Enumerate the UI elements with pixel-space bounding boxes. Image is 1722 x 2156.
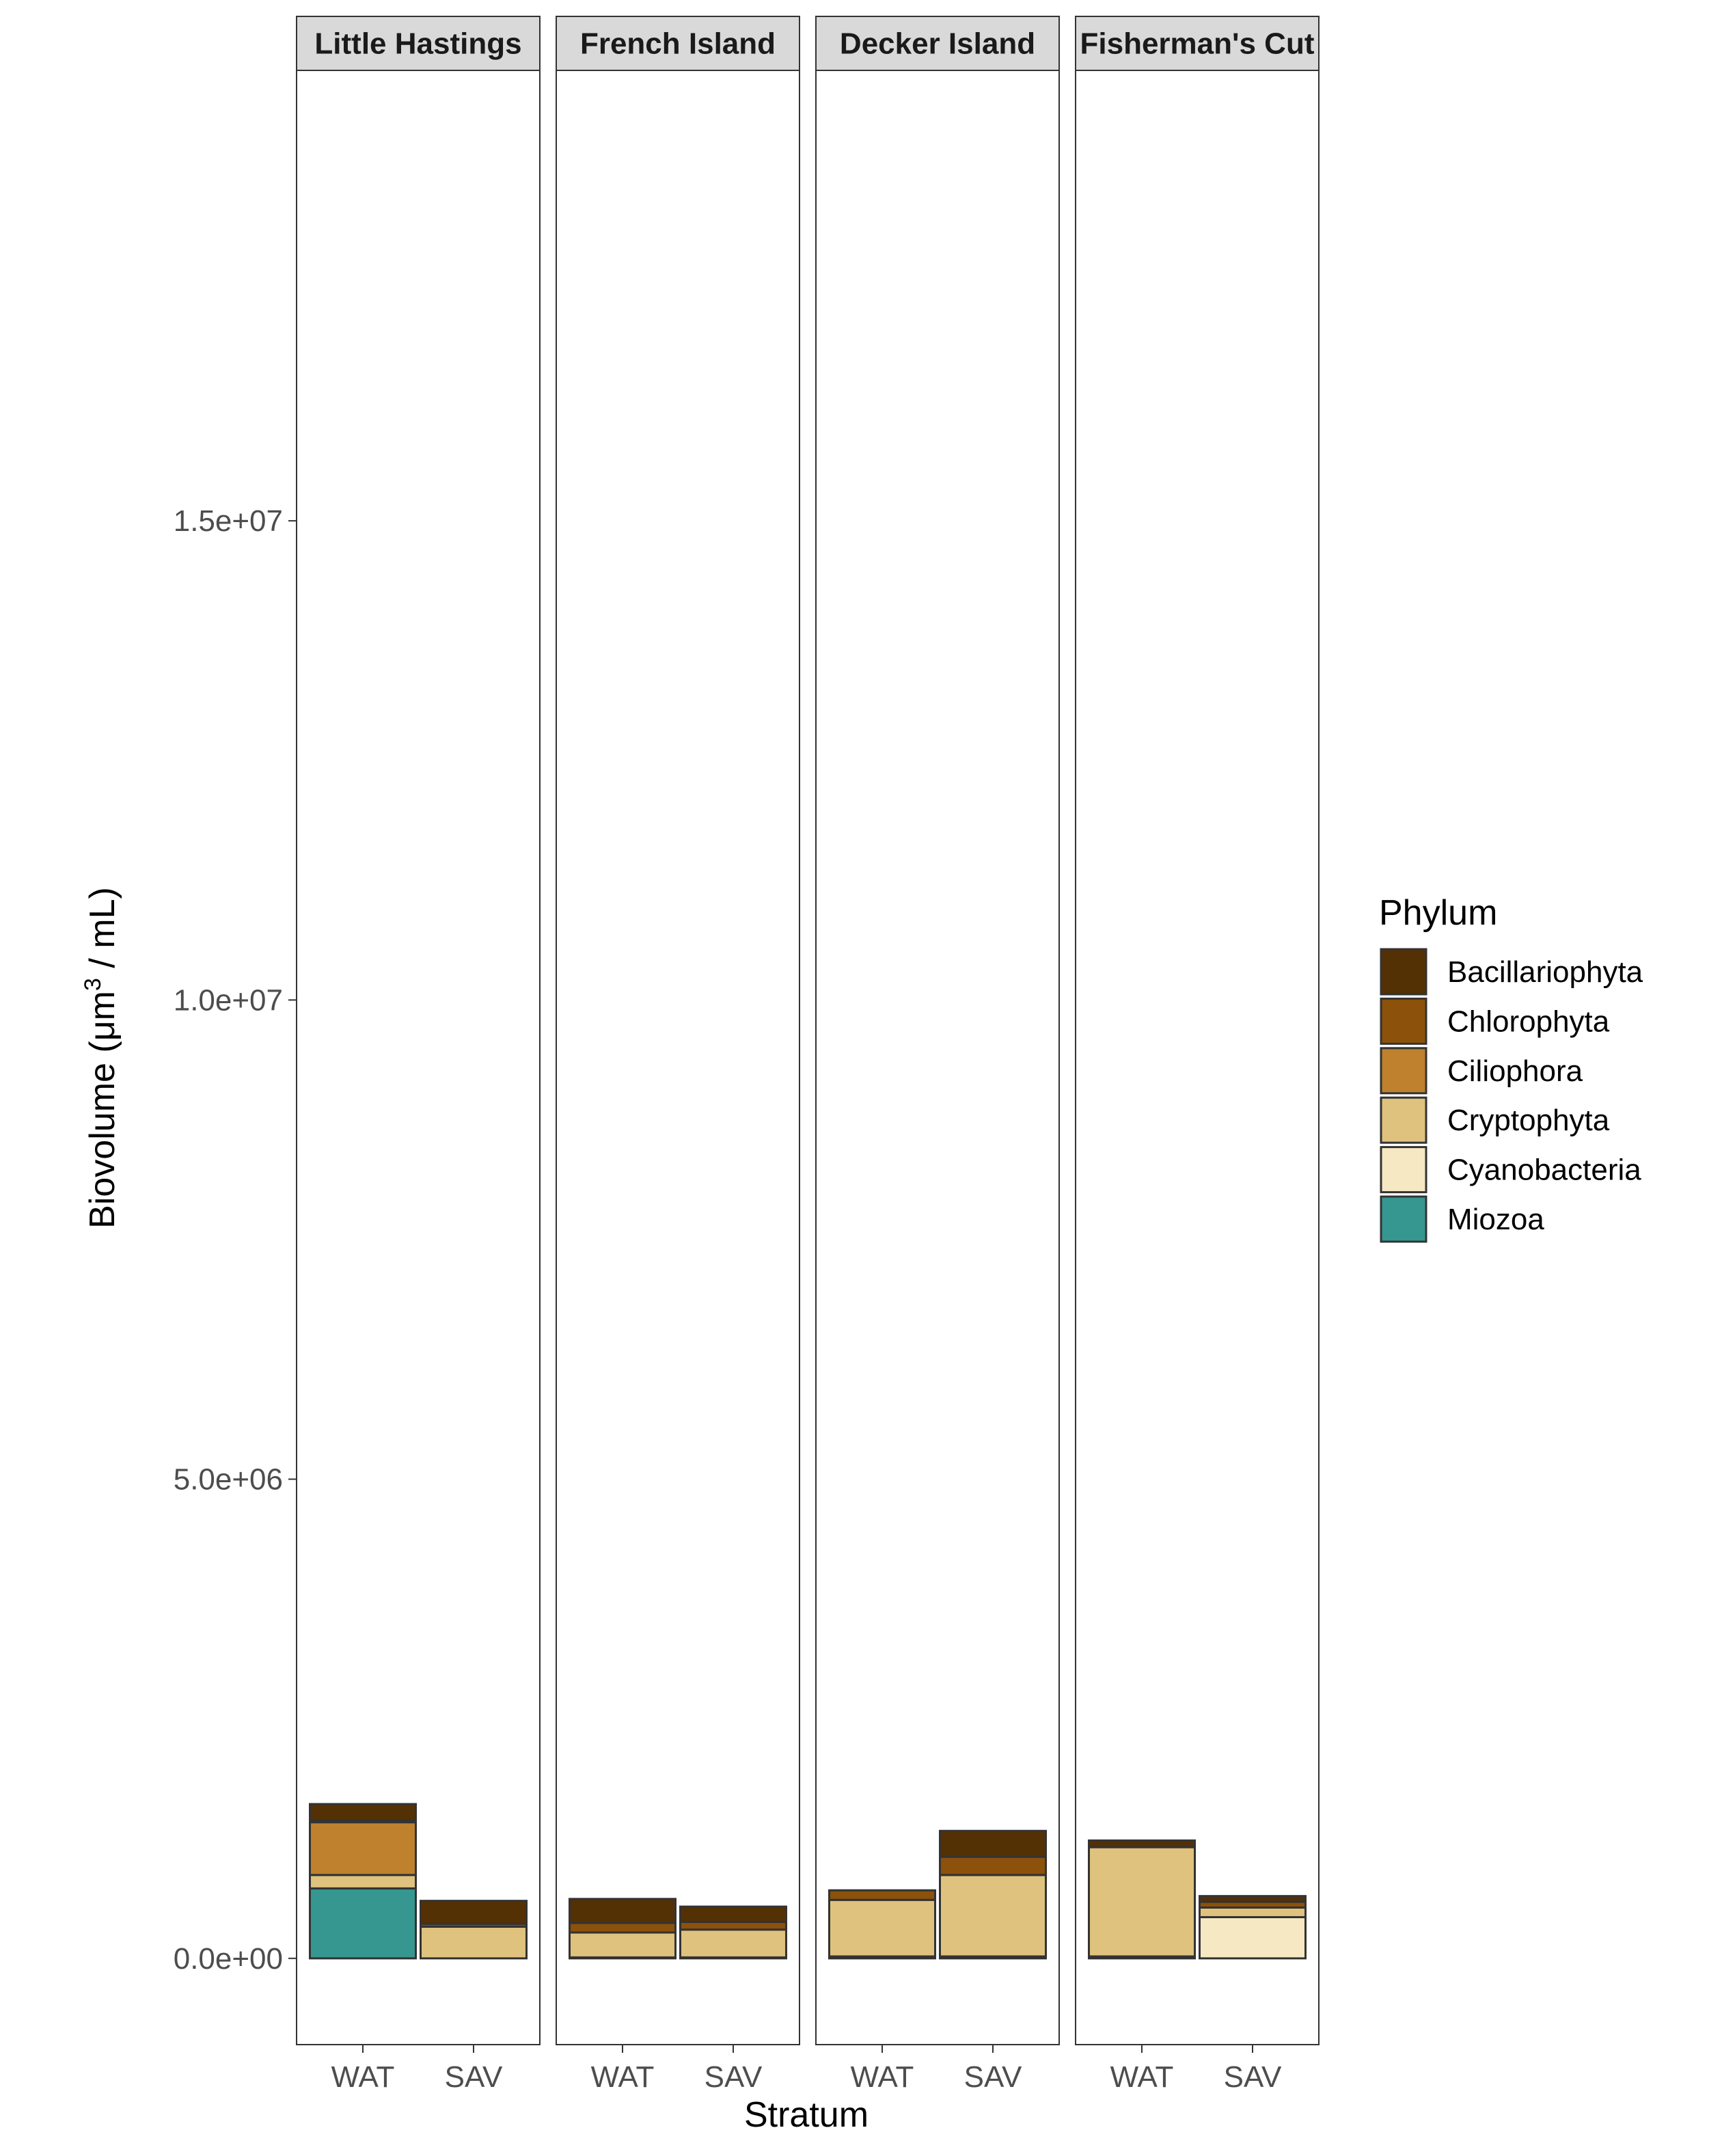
bar-decker-island-wat (828, 1889, 936, 1960)
legend-swatch (1380, 1195, 1427, 1243)
bar-segment-cryptophyta (828, 1898, 936, 1958)
legend-swatch (1380, 997, 1427, 1045)
x-tick-label: SAV (964, 2060, 1022, 2094)
bar-segment-cryptophyta (1088, 1846, 1196, 1958)
bar-segment-bacillariophyta (679, 1905, 787, 1923)
bar-segment-cryptophyta (569, 1931, 676, 1959)
panel-frame-decker-island (815, 70, 1060, 2045)
bar-segment-cryptophyta (679, 1928, 787, 1959)
y-tick-label: 5.0e+06 (174, 1463, 283, 1497)
strip-background (1075, 16, 1320, 71)
panel-frame-french-island (556, 70, 800, 2045)
bar-little-hastings-wat (309, 1803, 417, 1960)
strip-label: Fisherman's Cut (1080, 27, 1315, 61)
y-tick-label: 1.5e+07 (174, 504, 283, 538)
legend-item-ciliophora: Ciliophora (1380, 1047, 1583, 1095)
bar-segment-bacillariophyta (939, 1829, 1047, 1858)
legend-item-miozoa: Miozoa (1380, 1195, 1544, 1243)
strip-background (556, 16, 800, 71)
strip-label: French Island (580, 27, 776, 61)
facet-strip-fisherman-s-cut: Fisherman's Cut (1075, 16, 1320, 71)
legend-label: Cyanobacteria (1447, 1154, 1641, 1187)
facet-fisherman-s-cut: Fisherman's Cut WAT SAV (1075, 16, 1320, 2094)
facet-french-island: French Island WAT SAV (556, 16, 800, 2094)
x-tick-label: SAV (1224, 2060, 1282, 2094)
panel-frame-little-hastings (296, 70, 541, 2045)
bar-segment-cryptophyta (939, 1874, 1047, 1958)
y-axis: 0.0e+00 5.0e+06 1.0e+07 1.5e+07 (174, 504, 297, 1976)
bar-segment-bacillariophyta (1088, 1839, 1196, 1848)
legend: Phylum Bacillariophyta Chlorophyta Ciliopho… (1379, 893, 1643, 1243)
legend-label: Ciliophora (1447, 1054, 1583, 1088)
x-tick-label: WAT (591, 2060, 655, 2094)
facet-strip-decker-island: Decker Island (815, 16, 1060, 71)
x-tick-label: WAT (1110, 2060, 1174, 2094)
bar-segment-cryptophyta (420, 1926, 528, 1960)
legend-item-chlorophyta: Chlorophyta (1380, 997, 1610, 1045)
facet-decker-island: Decker Island WAT SAV (815, 16, 1060, 2094)
legend-swatch (1380, 1146, 1427, 1194)
bar-segment-bacillariophyta (420, 1900, 528, 1925)
bar-fisherman-s-cut-wat (1088, 1839, 1196, 1960)
legend-label: Cryptophyta (1447, 1104, 1610, 1137)
y-axis-title: Biovolume (μm3 / mL) (80, 887, 122, 1229)
bar-decker-island-sav (939, 1829, 1047, 1960)
legend-label: Miozoa (1447, 1203, 1544, 1236)
bar-french-island-sav (679, 1905, 787, 1960)
y-tick-label: 0.0e+00 (174, 1942, 283, 1976)
bar-segment-chlorophyta (679, 1920, 787, 1931)
bar-segment-cryptophyta (309, 1874, 417, 1889)
x-tick-label: WAT (851, 2060, 914, 2094)
strip-label: Little Hastings (314, 27, 521, 61)
strip-label: Decker Island (840, 27, 1035, 61)
legend-label: Bacillariophyta (1447, 955, 1643, 989)
legend-swatch (1380, 948, 1427, 996)
strip-background (296, 16, 541, 71)
legend-item-cyanobacteria: Cyanobacteria (1380, 1146, 1641, 1194)
x-axis-title: Stratum (744, 2095, 869, 2135)
bar-segment-chlorophyta (569, 1922, 676, 1934)
facet-little-hastings: Little Hastings WAT SAV (296, 16, 541, 2094)
bar-fisherman-s-cut-sav (1199, 1895, 1307, 1960)
bar-segment-chlorophyta (939, 1855, 1047, 1877)
bar-segment-cyanobacteria (1199, 1915, 1307, 1960)
x-tick-label: SAV (445, 2060, 503, 2094)
bar-segment-ciliophora (309, 1821, 417, 1877)
bar-french-island-wat (569, 1898, 676, 1960)
x-tick-label: SAV (705, 2060, 763, 2094)
legend-title: Phylum (1379, 893, 1497, 933)
bar-segment-chlorophyta (828, 1889, 936, 1901)
legend-item-cryptophyta: Cryptophyta (1380, 1096, 1610, 1144)
y-tick-label: 1.0e+07 (174, 983, 283, 1017)
facet-strip-french-island: French Island (556, 16, 800, 71)
panel-frame-fisherman-s-cut (1075, 70, 1320, 2045)
bar-segment-bacillariophyta (569, 1898, 676, 1924)
x-tick-label: WAT (331, 2060, 395, 2094)
bar-segment-bacillariophyta (309, 1803, 417, 1822)
legend-label: Chlorophyta (1447, 1005, 1610, 1038)
bar-little-hastings-sav (420, 1900, 528, 1960)
facet-strip-little-hastings: Little Hastings (296, 16, 541, 71)
legend-swatch (1380, 1096, 1427, 1144)
legend-item-bacillariophyta: Bacillariophyta (1380, 948, 1643, 996)
bar-segment-bacillariophyta (1199, 1895, 1307, 1903)
facet-panels: Little Hastings WAT SAV French Island WAT SAV… (296, 16, 1320, 2094)
bar-segment-miozoa (309, 1887, 417, 1960)
strip-background (815, 16, 1060, 71)
legend-swatch (1380, 1047, 1427, 1095)
bar-segment-cryptophyta (1199, 1906, 1307, 1918)
